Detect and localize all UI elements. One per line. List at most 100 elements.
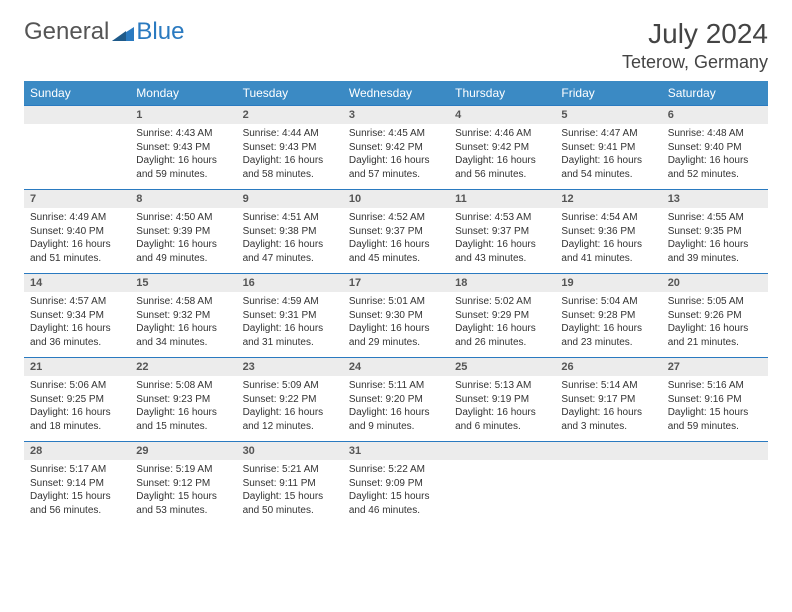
day-detail-cell: Sunrise: 4:55 AMSunset: 9:35 PMDaylight:…	[662, 208, 768, 274]
sunset-text: Sunset: 9:22 PM	[243, 393, 337, 407]
day-detail-cell: Sunrise: 4:57 AMSunset: 9:34 PMDaylight:…	[24, 292, 130, 358]
sunset-text: Sunset: 9:37 PM	[455, 225, 549, 239]
sunrise-text: Sunrise: 4:53 AM	[455, 211, 549, 225]
day-detail-cell: Sunrise: 4:53 AMSunset: 9:37 PMDaylight:…	[449, 208, 555, 274]
day-number-cell: 20	[662, 274, 768, 293]
day-number-cell: 16	[237, 274, 343, 293]
day-detail-cell: Sunrise: 5:19 AMSunset: 9:12 PMDaylight:…	[130, 460, 236, 525]
sunrise-text: Sunrise: 5:21 AM	[243, 463, 337, 477]
daylight-text: Daylight: 16 hours and 54 minutes.	[561, 154, 655, 181]
day-detail-cell: Sunrise: 4:54 AMSunset: 9:36 PMDaylight:…	[555, 208, 661, 274]
weekday-header: Saturday	[662, 81, 768, 106]
sunset-text: Sunset: 9:29 PM	[455, 309, 549, 323]
day-number-cell	[662, 442, 768, 461]
day-detail-cell: Sunrise: 5:14 AMSunset: 9:17 PMDaylight:…	[555, 376, 661, 442]
sunset-text: Sunset: 9:34 PM	[30, 309, 124, 323]
daylight-text: Daylight: 16 hours and 3 minutes.	[561, 406, 655, 433]
day-number-cell: 10	[343, 190, 449, 209]
day-number-cell: 15	[130, 274, 236, 293]
daylight-text: Daylight: 15 hours and 59 minutes.	[668, 406, 762, 433]
day-detail-cell: Sunrise: 4:50 AMSunset: 9:39 PMDaylight:…	[130, 208, 236, 274]
day-number-cell: 28	[24, 442, 130, 461]
daylight-text: Daylight: 16 hours and 43 minutes.	[455, 238, 549, 265]
daylight-text: Daylight: 16 hours and 58 minutes.	[243, 154, 337, 181]
day-number-cell	[555, 442, 661, 461]
day-number-row: 78910111213	[24, 190, 768, 209]
sunrise-text: Sunrise: 4:48 AM	[668, 127, 762, 141]
day-detail-cell: Sunrise: 5:22 AMSunset: 9:09 PMDaylight:…	[343, 460, 449, 525]
daylight-text: Daylight: 16 hours and 45 minutes.	[349, 238, 443, 265]
sunrise-text: Sunrise: 4:51 AM	[243, 211, 337, 225]
daylight-text: Daylight: 16 hours and 6 minutes.	[455, 406, 549, 433]
sunrise-text: Sunrise: 4:44 AM	[243, 127, 337, 141]
sunrise-text: Sunrise: 4:43 AM	[136, 127, 230, 141]
sunset-text: Sunset: 9:37 PM	[349, 225, 443, 239]
day-detail-cell: Sunrise: 5:04 AMSunset: 9:28 PMDaylight:…	[555, 292, 661, 358]
day-number-cell: 8	[130, 190, 236, 209]
day-number-cell: 4	[449, 106, 555, 125]
daylight-text: Daylight: 16 hours and 56 minutes.	[455, 154, 549, 181]
day-number-cell: 19	[555, 274, 661, 293]
day-detail-cell: Sunrise: 4:44 AMSunset: 9:43 PMDaylight:…	[237, 124, 343, 190]
day-detail-cell: Sunrise: 5:02 AMSunset: 9:29 PMDaylight:…	[449, 292, 555, 358]
weekday-header: Monday	[130, 81, 236, 106]
day-detail-cell	[449, 460, 555, 525]
logo-triangle-icon	[112, 23, 134, 41]
day-detail-cell: Sunrise: 4:58 AMSunset: 9:32 PMDaylight:…	[130, 292, 236, 358]
daylight-text: Daylight: 16 hours and 15 minutes.	[136, 406, 230, 433]
sunrise-text: Sunrise: 5:22 AM	[349, 463, 443, 477]
sunset-text: Sunset: 9:11 PM	[243, 477, 337, 491]
sunset-text: Sunset: 9:41 PM	[561, 141, 655, 155]
logo-text-general: General	[24, 18, 109, 46]
daylight-text: Daylight: 16 hours and 26 minutes.	[455, 322, 549, 349]
daylight-text: Daylight: 16 hours and 34 minutes.	[136, 322, 230, 349]
daylight-text: Daylight: 16 hours and 36 minutes.	[30, 322, 124, 349]
day-number-row: 28293031	[24, 442, 768, 461]
daylight-text: Daylight: 16 hours and 23 minutes.	[561, 322, 655, 349]
day-detail-cell: Sunrise: 4:52 AMSunset: 9:37 PMDaylight:…	[343, 208, 449, 274]
sunrise-text: Sunrise: 4:49 AM	[30, 211, 124, 225]
sunrise-text: Sunrise: 5:17 AM	[30, 463, 124, 477]
sunset-text: Sunset: 9:19 PM	[455, 393, 549, 407]
sunrise-text: Sunrise: 4:57 AM	[30, 295, 124, 309]
day-detail-cell: Sunrise: 5:01 AMSunset: 9:30 PMDaylight:…	[343, 292, 449, 358]
sunset-text: Sunset: 9:26 PM	[668, 309, 762, 323]
sunset-text: Sunset: 9:38 PM	[243, 225, 337, 239]
day-detail-row: Sunrise: 4:49 AMSunset: 9:40 PMDaylight:…	[24, 208, 768, 274]
sunset-text: Sunset: 9:35 PM	[668, 225, 762, 239]
day-detail-cell: Sunrise: 4:47 AMSunset: 9:41 PMDaylight:…	[555, 124, 661, 190]
daylight-text: Daylight: 16 hours and 59 minutes.	[136, 154, 230, 181]
sunset-text: Sunset: 9:17 PM	[561, 393, 655, 407]
sunrise-text: Sunrise: 5:16 AM	[668, 379, 762, 393]
sunset-text: Sunset: 9:09 PM	[349, 477, 443, 491]
day-number-cell: 3	[343, 106, 449, 125]
sunrise-text: Sunrise: 4:54 AM	[561, 211, 655, 225]
day-number-cell: 30	[237, 442, 343, 461]
sunrise-text: Sunrise: 4:58 AM	[136, 295, 230, 309]
sunrise-text: Sunrise: 5:09 AM	[243, 379, 337, 393]
sunrise-text: Sunrise: 5:06 AM	[30, 379, 124, 393]
sunrise-text: Sunrise: 4:55 AM	[668, 211, 762, 225]
sunset-text: Sunset: 9:42 PM	[455, 141, 549, 155]
day-number-cell: 7	[24, 190, 130, 209]
daylight-text: Daylight: 16 hours and 51 minutes.	[30, 238, 124, 265]
day-detail-cell: Sunrise: 4:48 AMSunset: 9:40 PMDaylight:…	[662, 124, 768, 190]
sunset-text: Sunset: 9:42 PM	[349, 141, 443, 155]
sunrise-text: Sunrise: 4:47 AM	[561, 127, 655, 141]
daylight-text: Daylight: 16 hours and 41 minutes.	[561, 238, 655, 265]
day-detail-cell: Sunrise: 4:49 AMSunset: 9:40 PMDaylight:…	[24, 208, 130, 274]
daylight-text: Daylight: 16 hours and 29 minutes.	[349, 322, 443, 349]
day-number-row: 123456	[24, 106, 768, 125]
sunset-text: Sunset: 9:14 PM	[30, 477, 124, 491]
location: Teterow, Germany	[622, 52, 768, 73]
sunset-text: Sunset: 9:36 PM	[561, 225, 655, 239]
logo-text-blue: Blue	[136, 18, 184, 46]
sunrise-text: Sunrise: 5:11 AM	[349, 379, 443, 393]
sunrise-text: Sunrise: 5:08 AM	[136, 379, 230, 393]
daylight-text: Daylight: 16 hours and 52 minutes.	[668, 154, 762, 181]
day-detail-cell: Sunrise: 5:05 AMSunset: 9:26 PMDaylight:…	[662, 292, 768, 358]
day-number-row: 14151617181920	[24, 274, 768, 293]
day-number-cell: 22	[130, 358, 236, 377]
daylight-text: Daylight: 15 hours and 46 minutes.	[349, 490, 443, 517]
day-number-cell: 31	[343, 442, 449, 461]
